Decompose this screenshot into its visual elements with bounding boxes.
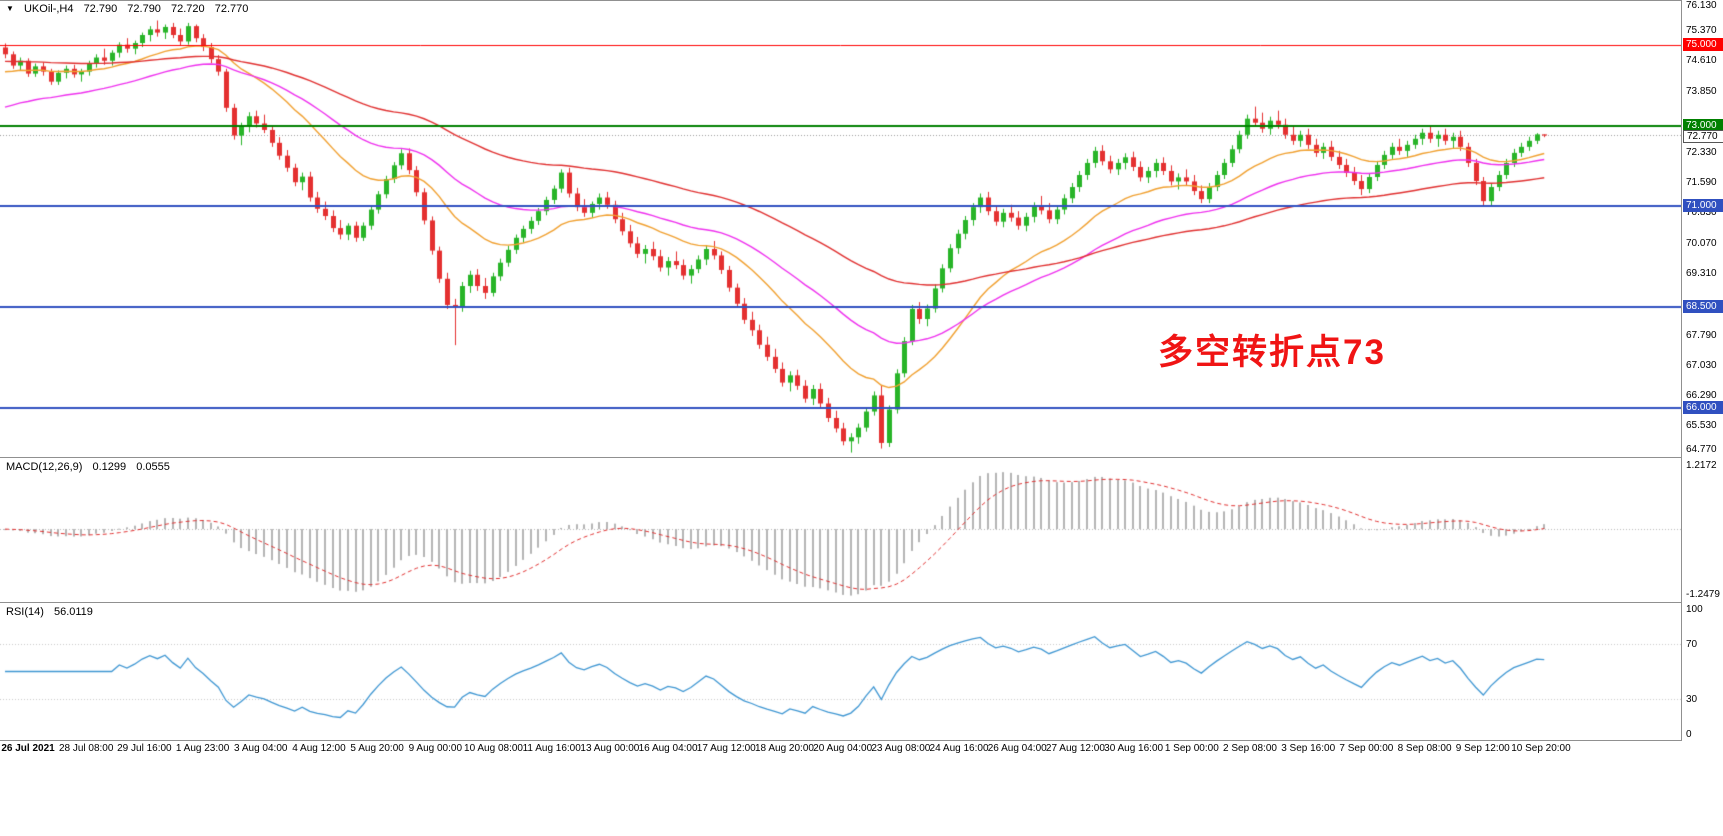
price-line-label: 73.000 bbox=[1683, 118, 1723, 132]
x-axis-label: 8 Sep 08:00 bbox=[1397, 743, 1452, 754]
current-price-label: 72.770 bbox=[1683, 130, 1723, 144]
x-axis-label: 3 Aug 04:00 bbox=[234, 743, 288, 754]
annotation-text[interactable]: 多空转折点73 bbox=[1158, 333, 1386, 372]
rsi-axis-label: 0 bbox=[1686, 729, 1692, 740]
x-axis-label: 3 Sep 16:00 bbox=[1281, 743, 1336, 754]
x-axis-label: 17 Aug 12:00 bbox=[696, 743, 756, 754]
ohlc-open: 72.790 bbox=[83, 3, 118, 15]
x-axis-label: 27 Aug 12:00 bbox=[1045, 743, 1105, 754]
x-axis-label: 1 Sep 00:00 bbox=[1164, 743, 1219, 754]
ohlc-close: 72.770 bbox=[214, 3, 249, 15]
y-tick-label: 70.070 bbox=[1686, 237, 1717, 249]
x-axis-label: 11 Aug 16:00 bbox=[522, 743, 581, 754]
bottom-frame-line bbox=[0, 740, 1723, 741]
y-tick-label: 75.370 bbox=[1686, 24, 1717, 36]
price-line-label: 75.000 bbox=[1683, 38, 1723, 52]
rsi-name: RSI(14) bbox=[6, 606, 44, 618]
price-axis-column[interactable]: 76.130 75.370 74.610 73.850 72.330 71.590 70.8… bbox=[1681, 0, 1723, 741]
x-axis-label: 24 Aug 16:00 bbox=[929, 743, 989, 754]
macd-axis-max-label: 1.2172 bbox=[1686, 460, 1717, 471]
macd-main-value: 0.1299 bbox=[92, 461, 127, 473]
macd-signal-value: 0.0555 bbox=[136, 461, 170, 473]
x-axis-label: 29 Jul 16:00 bbox=[117, 743, 172, 754]
chart-ohlc-header: ▼ UKOil-,H4 72.790 72.790 72.720 72.770 bbox=[6, 3, 248, 15]
y-tick-label: 71.590 bbox=[1686, 176, 1717, 188]
top-frame-line bbox=[0, 0, 1723, 1]
macd-name: MACD(12,26,9) bbox=[6, 461, 83, 473]
y-tick-label: 70.830 bbox=[1686, 207, 1717, 219]
rsi-axis-label: 70 bbox=[1686, 639, 1698, 651]
symbol-timeframe-label: UKOil-,H4 bbox=[23, 3, 74, 15]
macd-indicator-label: MACD(12,26,9) 0.1299 0.0555 bbox=[6, 461, 170, 473]
y-tick-label: 73.850 bbox=[1686, 85, 1717, 97]
x-axis-label: 23 Aug 08:00 bbox=[871, 743, 931, 754]
y-tick-label: 69.310 bbox=[1686, 268, 1717, 280]
price-line-label: 68.500 bbox=[1683, 299, 1723, 313]
y-tick-label: 66.290 bbox=[1686, 389, 1717, 401]
x-axis-label: 2 Sep 08:00 bbox=[1223, 743, 1277, 754]
x-axis-label: 4 Aug 12:00 bbox=[292, 743, 346, 754]
x-axis-label: 16 Aug 04:00 bbox=[638, 743, 698, 754]
rsi-axis-label: 100 bbox=[1686, 604, 1703, 615]
y-tick-label: 67.790 bbox=[1686, 329, 1717, 341]
x-axis-label: 28 Jul 08:00 bbox=[58, 743, 114, 754]
x-axis-label: 5 Aug 20:00 bbox=[350, 743, 404, 754]
rsi-axis-label: 30 bbox=[1686, 693, 1698, 705]
x-axis-label: 9 Sep 12:00 bbox=[1455, 743, 1510, 754]
ohlc-low: 72.720 bbox=[171, 3, 205, 15]
x-axis-label: 1 Aug 23:00 bbox=[175, 743, 230, 754]
x-axis-label: 26 Jul 2021 bbox=[1, 743, 55, 754]
x-axis-label: 7 Sep 00:00 bbox=[1339, 743, 1394, 754]
y-tick-label: 64.770 bbox=[1686, 444, 1717, 455]
rsi-panel-canvas[interactable] bbox=[0, 603, 1681, 740]
x-axis-label: 30 Aug 16:00 bbox=[1104, 743, 1164, 754]
x-axis-label: 26 Aug 04:00 bbox=[987, 743, 1047, 754]
rsi-indicator-label: RSI(14) 56.0119 bbox=[6, 606, 93, 618]
y-tick-label: 72.330 bbox=[1686, 146, 1717, 158]
y-tick-label: 65.530 bbox=[1686, 420, 1717, 432]
x-axis-label: 10 Aug 08:00 bbox=[464, 743, 523, 754]
price-line-label: 66.000 bbox=[1683, 400, 1723, 414]
rsi-value: 56.0119 bbox=[53, 606, 93, 618]
x-axis-label: 10 Sep 20:00 bbox=[1511, 743, 1571, 754]
panel-separator-rsi bbox=[0, 602, 1723, 603]
time-axis[interactable]: 26 Jul 2021 28 Jul 08:00 29 Jul 16:00 1 Aug… bbox=[0, 742, 1723, 758]
x-axis-label: 18 Aug 20:00 bbox=[754, 743, 814, 754]
main-chart-canvas[interactable] bbox=[0, 0, 1681, 457]
y-tick-label: 76.130 bbox=[1686, 0, 1717, 11]
x-axis-label: 20 Aug 04:00 bbox=[813, 743, 873, 754]
symbol-marker-icon: ▼ bbox=[6, 4, 14, 13]
panel-separator-macd bbox=[0, 457, 1723, 458]
x-axis-label: 9 Aug 00:00 bbox=[408, 743, 463, 754]
x-axis-label: 13 Aug 00:00 bbox=[580, 743, 640, 754]
y-tick-label: 67.030 bbox=[1686, 360, 1717, 372]
price-line-label: 71.000 bbox=[1683, 199, 1723, 213]
ohlc-high: 72.790 bbox=[127, 3, 161, 15]
macd-axis-min-label: -1.2479 bbox=[1686, 589, 1720, 600]
macd-panel-canvas[interactable] bbox=[0, 458, 1681, 602]
y-tick-label: 74.610 bbox=[1686, 55, 1717, 67]
